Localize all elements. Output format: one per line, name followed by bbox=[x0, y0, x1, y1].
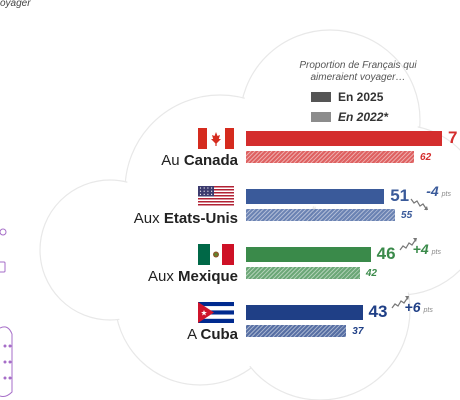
value-label-2025-canada: 7 bbox=[448, 128, 458, 147]
bar-2025-canada bbox=[246, 131, 442, 146]
delta-unit: pts bbox=[423, 307, 433, 314]
value-label-2025-mexique: 46 bbox=[376, 244, 396, 263]
legend-entry-2025: En 2025 bbox=[311, 90, 383, 104]
category-prefix: Au bbox=[161, 152, 184, 169]
legend-swatch-2025 bbox=[311, 92, 331, 102]
category-name: Etats-Unis bbox=[163, 210, 238, 227]
value-label-2022-etats-unis: 55 bbox=[401, 210, 413, 221]
category-label-mexique: Aux Mexique bbox=[148, 268, 238, 285]
legend-heading-line2: aimeraient voyager… bbox=[310, 72, 406, 83]
delta-label-cuba: +6 pts bbox=[405, 299, 433, 315]
legend-label-2022: En 2022* bbox=[338, 110, 389, 124]
legend-swatch-2022 bbox=[311, 112, 331, 122]
value-label-2025-cuba: 43 bbox=[368, 302, 388, 321]
bar-2025-etats-unis bbox=[246, 189, 385, 204]
mexico-flag-icon bbox=[198, 244, 234, 265]
category-label-cuba: A Cuba bbox=[187, 326, 238, 343]
delta-label-etats-unis: -4 pts bbox=[426, 183, 451, 199]
category-name: Canada bbox=[183, 152, 238, 169]
legend-label-2025: En 2025 bbox=[338, 90, 384, 104]
category-prefix: A bbox=[187, 326, 201, 343]
delta-value: +6 bbox=[404, 299, 421, 315]
usa-flag-icon bbox=[198, 186, 234, 207]
value-label-2022-canada: 62 bbox=[420, 152, 432, 163]
delta-value: +4 bbox=[412, 241, 429, 257]
category-label-canada: Au Canada bbox=[161, 152, 238, 169]
trend-up-icon bbox=[399, 237, 417, 256]
cuba-flag-icon bbox=[198, 302, 234, 323]
value-label-2025-etats-unis: 51 bbox=[390, 186, 410, 205]
canada-flag-icon bbox=[198, 128, 234, 149]
delta-value: -4 bbox=[426, 183, 439, 199]
category-name: Mexique bbox=[177, 268, 238, 285]
category-label-etats-unis: Aux Etats-Unis bbox=[134, 210, 238, 227]
delta-unit: pts bbox=[431, 249, 441, 256]
bar-2025-mexique bbox=[246, 247, 371, 262]
decorative-device-icon bbox=[0, 228, 13, 397]
bar-2025-cuba bbox=[246, 305, 363, 320]
trend-down-icon bbox=[410, 197, 429, 216]
corner-caption: oyager bbox=[0, 0, 31, 9]
legend-heading: Proportion de Français qui aimeraient vo… bbox=[278, 60, 438, 84]
category-name: Cuba bbox=[200, 326, 239, 343]
category-prefix: Aux bbox=[147, 268, 178, 285]
bar-2022-cuba bbox=[246, 325, 347, 337]
delta-unit: pts bbox=[441, 191, 451, 198]
bar-2022-mexique bbox=[246, 267, 360, 279]
bar-2022-etats-unis bbox=[246, 209, 396, 221]
delta-label-mexique: +4 pts bbox=[413, 241, 441, 257]
value-label-2022-cuba: 37 bbox=[352, 326, 364, 337]
trend-up-icon bbox=[391, 295, 409, 314]
category-prefix: Aux bbox=[133, 210, 164, 227]
legend-entry-2022: En 2022* bbox=[311, 110, 388, 124]
value-label-2022-mexique: 42 bbox=[365, 268, 377, 279]
bar-2022-canada bbox=[246, 151, 415, 163]
legend-heading-line1: Proportion de Français qui bbox=[299, 60, 417, 71]
